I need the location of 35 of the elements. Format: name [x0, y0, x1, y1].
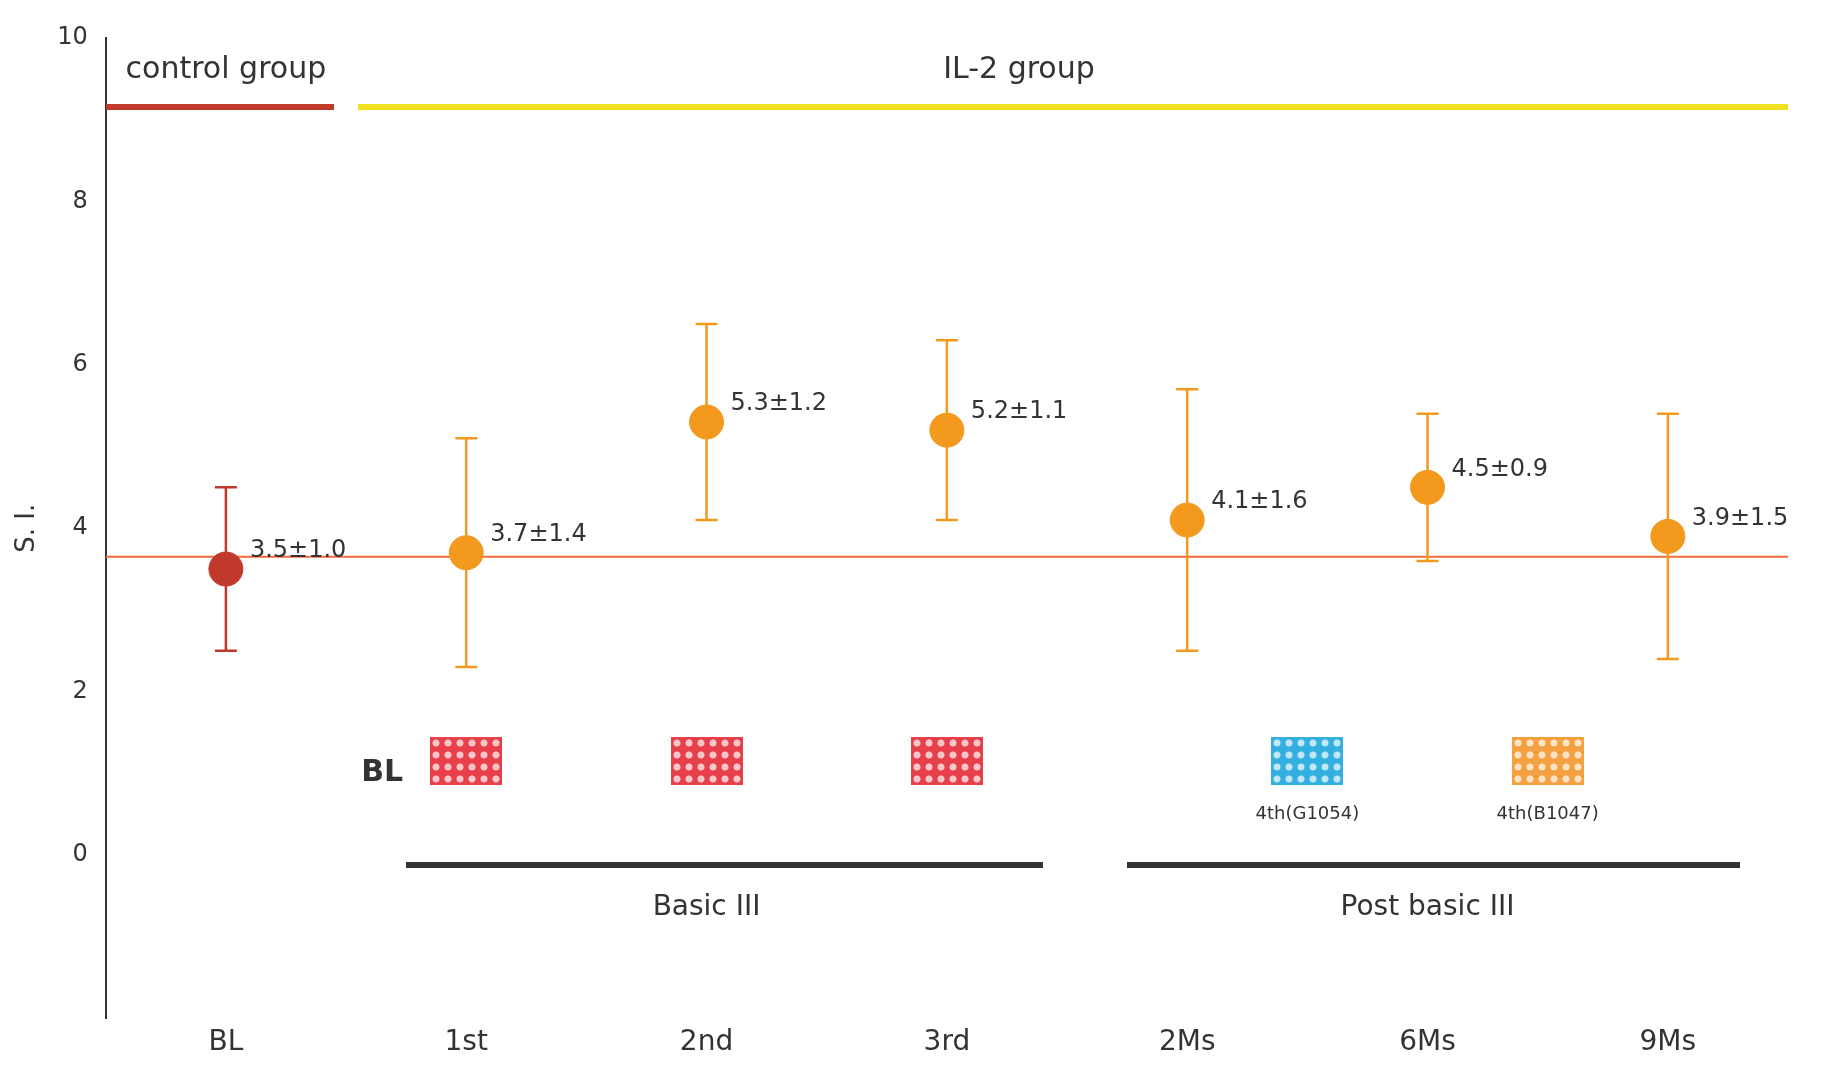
y-tick-label: 10 [57, 22, 88, 51]
data-label: 3.5±1.0 [249, 535, 347, 564]
annotation: Basic III [652, 889, 761, 923]
annotation: 4th(G1054) [1255, 801, 1360, 823]
annotation: BL [361, 753, 404, 789]
point [208, 551, 244, 587]
x-tick-label: 3rd [923, 1024, 971, 1058]
x-tick-label: 1st [444, 1024, 488, 1058]
x-tick-label: 6Ms [1399, 1024, 1456, 1058]
y-tick-label: 8 [72, 185, 88, 214]
y-axis-title: S. I. [10, 503, 41, 553]
point [448, 535, 484, 571]
y-tick-label: 4 [72, 512, 88, 541]
point [1169, 502, 1205, 538]
annotation: 4th(B1047) [1496, 801, 1599, 823]
annotation: IL-2 group [943, 50, 1095, 86]
y-tick-label: 2 [72, 675, 88, 704]
x-tick-label: BL [208, 1024, 244, 1058]
x-tick-label: 9Ms [1639, 1024, 1697, 1058]
annotation: control group [125, 50, 327, 86]
point [689, 404, 725, 440]
point [1650, 518, 1686, 554]
annotation: Post basic III [1340, 889, 1515, 923]
data-label: 3.7±1.4 [490, 518, 587, 547]
data-label: 5.3±1.2 [730, 388, 827, 417]
x-tick-label: 2nd [679, 1024, 734, 1058]
data-label: 4.1±1.6 [1211, 486, 1308, 515]
x-tick-label: 2Ms [1158, 1024, 1216, 1058]
data-label: 5.2±1.1 [970, 396, 1068, 425]
point [1410, 469, 1446, 505]
data-label: 4.5±0.9 [1451, 453, 1548, 482]
data-label: 3.9±1.5 [1691, 502, 1789, 531]
y-tick-label: 0 [72, 839, 88, 868]
y-tick-label: 6 [72, 349, 88, 378]
point [929, 412, 965, 448]
